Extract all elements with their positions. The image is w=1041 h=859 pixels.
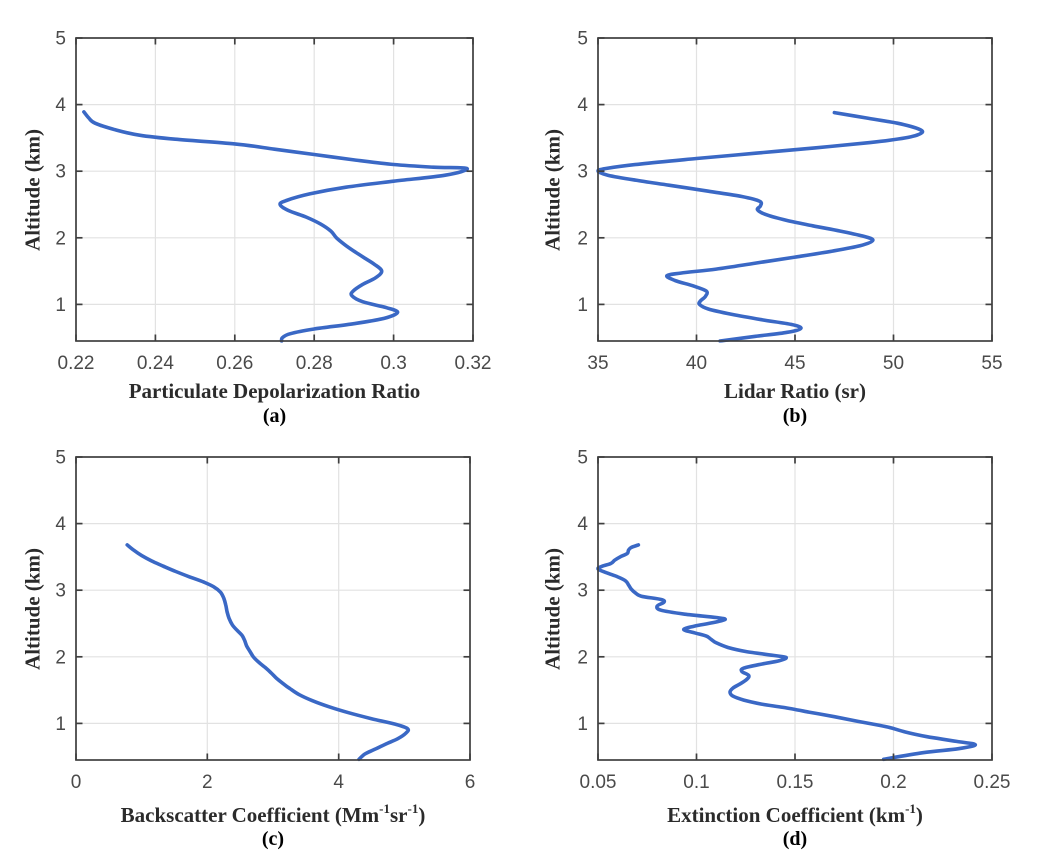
panel-a-tag: (a) — [262, 405, 287, 427]
panel-a-y-axis-label: Altitude (km) — [20, 128, 45, 251]
panel-c-x-axis-label: Backscatter Coefficient (Mm-1sr-1) — [120, 801, 426, 827]
y-tick-label: 2 — [577, 228, 588, 249]
panel-c-plot: 0 2 4 6 1 2 3 4 5 — [55, 448, 476, 794]
y-tick-label: 1 — [577, 714, 588, 735]
panel-d-tag: (d) — [782, 828, 808, 850]
x-tick-label: 0.25 — [974, 772, 1011, 793]
y-tick-label: 3 — [55, 162, 66, 183]
panel-b: 35 40 45 50 55 1 2 3 4 5 Altitude (km) Lidar Rati… — [520, 0, 1041, 430]
panel-b-tag: (b) — [782, 405, 808, 427]
x-tick-label: 0.24 — [137, 353, 174, 374]
panel-d: 0.05 0.1 0.15 0.2 0.25 1 2 3 4 5 Altitude (km) Ex… — [520, 430, 1041, 859]
lidar-ratio-profile — [596, 110, 925, 343]
y-tick-label: 4 — [55, 95, 66, 116]
y-tick-label: 4 — [55, 514, 66, 535]
panel-c-y-axis-label: Altitude (km) — [20, 547, 45, 670]
y-tick-label: 2 — [55, 647, 66, 668]
panel-b-x-axis-label: Lidar Ratio (sr) — [724, 379, 866, 403]
x-tick-label: 0.15 — [777, 772, 814, 793]
x-tick-label: 35 — [587, 353, 608, 374]
panel-a-x-axis-label: Particulate Depolarization Ratio — [128, 379, 421, 403]
x-tick-label: 0.05 — [580, 772, 617, 793]
x-tick-label: 55 — [981, 353, 1002, 374]
x-tick-label: 45 — [784, 353, 805, 374]
y-tick-label: 3 — [577, 581, 588, 602]
particulate-depolarization-profile — [82, 110, 469, 343]
panel-d-y-axis-label: Altitude (km) — [540, 547, 565, 670]
y-tick-label: 1 — [55, 295, 66, 316]
x-tick-label: 6 — [465, 772, 476, 793]
panel-a: 0.22 0.24 0.26 0.28 0.3 0.32 1 2 3 4 5 Altitude (k… — [0, 0, 520, 430]
y-tick-label: 3 — [55, 581, 66, 602]
panel-a-plot: 0.22 0.24 0.26 0.28 0.3 0.32 1 2 3 4 5 — [55, 29, 492, 375]
x-tick-label: 0.1 — [683, 772, 709, 793]
x-tick-label: 0.2 — [880, 772, 906, 793]
x-tick-label: 0 — [71, 772, 82, 793]
x-tick-label: 0.22 — [58, 353, 95, 374]
y-tick-label: 5 — [577, 448, 588, 469]
y-tick-label: 5 — [55, 448, 66, 469]
x-tick-label: 2 — [202, 772, 213, 793]
x-tick-label: 4 — [333, 772, 344, 793]
y-tick-label: 1 — [55, 714, 66, 735]
x-tick-label: 0.3 — [380, 353, 406, 374]
x-tick-label: 0.32 — [455, 353, 492, 374]
x-tick-label: 50 — [883, 353, 904, 374]
y-tick-label: 4 — [577, 514, 588, 535]
y-tick-label: 4 — [577, 95, 588, 116]
y-tick-label: 2 — [577, 647, 588, 668]
y-tick-label: 2 — [55, 228, 66, 249]
y-tick-label: 1 — [577, 295, 588, 316]
y-tick-label: 3 — [577, 162, 588, 183]
panel-d-plot: 0.05 0.1 0.15 0.2 0.25 1 2 3 4 5 — [577, 448, 1011, 794]
x-tick-label: 0.26 — [216, 353, 253, 374]
y-tick-label: 5 — [55, 29, 66, 50]
y-tick-label: 5 — [577, 29, 588, 50]
panel-c: 0 2 4 6 1 2 3 4 5 Altitude (km) Backscatter Coef… — [0, 430, 520, 859]
x-tick-label: 40 — [686, 353, 707, 374]
x-tick-label: 0.28 — [296, 353, 333, 374]
backscatter-coefficient-profile — [125, 543, 411, 762]
panel-c-tag: (c) — [261, 828, 285, 850]
extinction-coefficient-profile — [596, 543, 978, 762]
panel-d-x-axis-label: Extinction Coefficient (km-1) — [667, 801, 923, 827]
panel-b-y-axis-label: Altitude (km) — [540, 128, 565, 251]
